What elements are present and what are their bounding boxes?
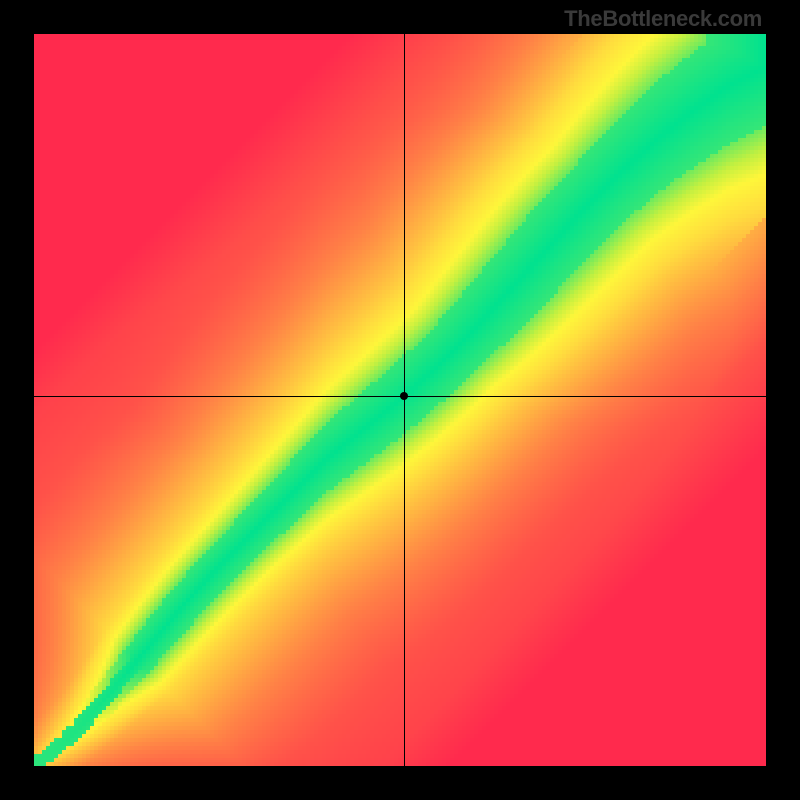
- watermark-text: TheBottleneck.com: [564, 6, 762, 32]
- crosshair-marker: [400, 392, 408, 400]
- plot-area: [34, 34, 766, 766]
- chart-frame: TheBottleneck.com: [0, 0, 800, 800]
- heatmap-canvas: [34, 34, 766, 766]
